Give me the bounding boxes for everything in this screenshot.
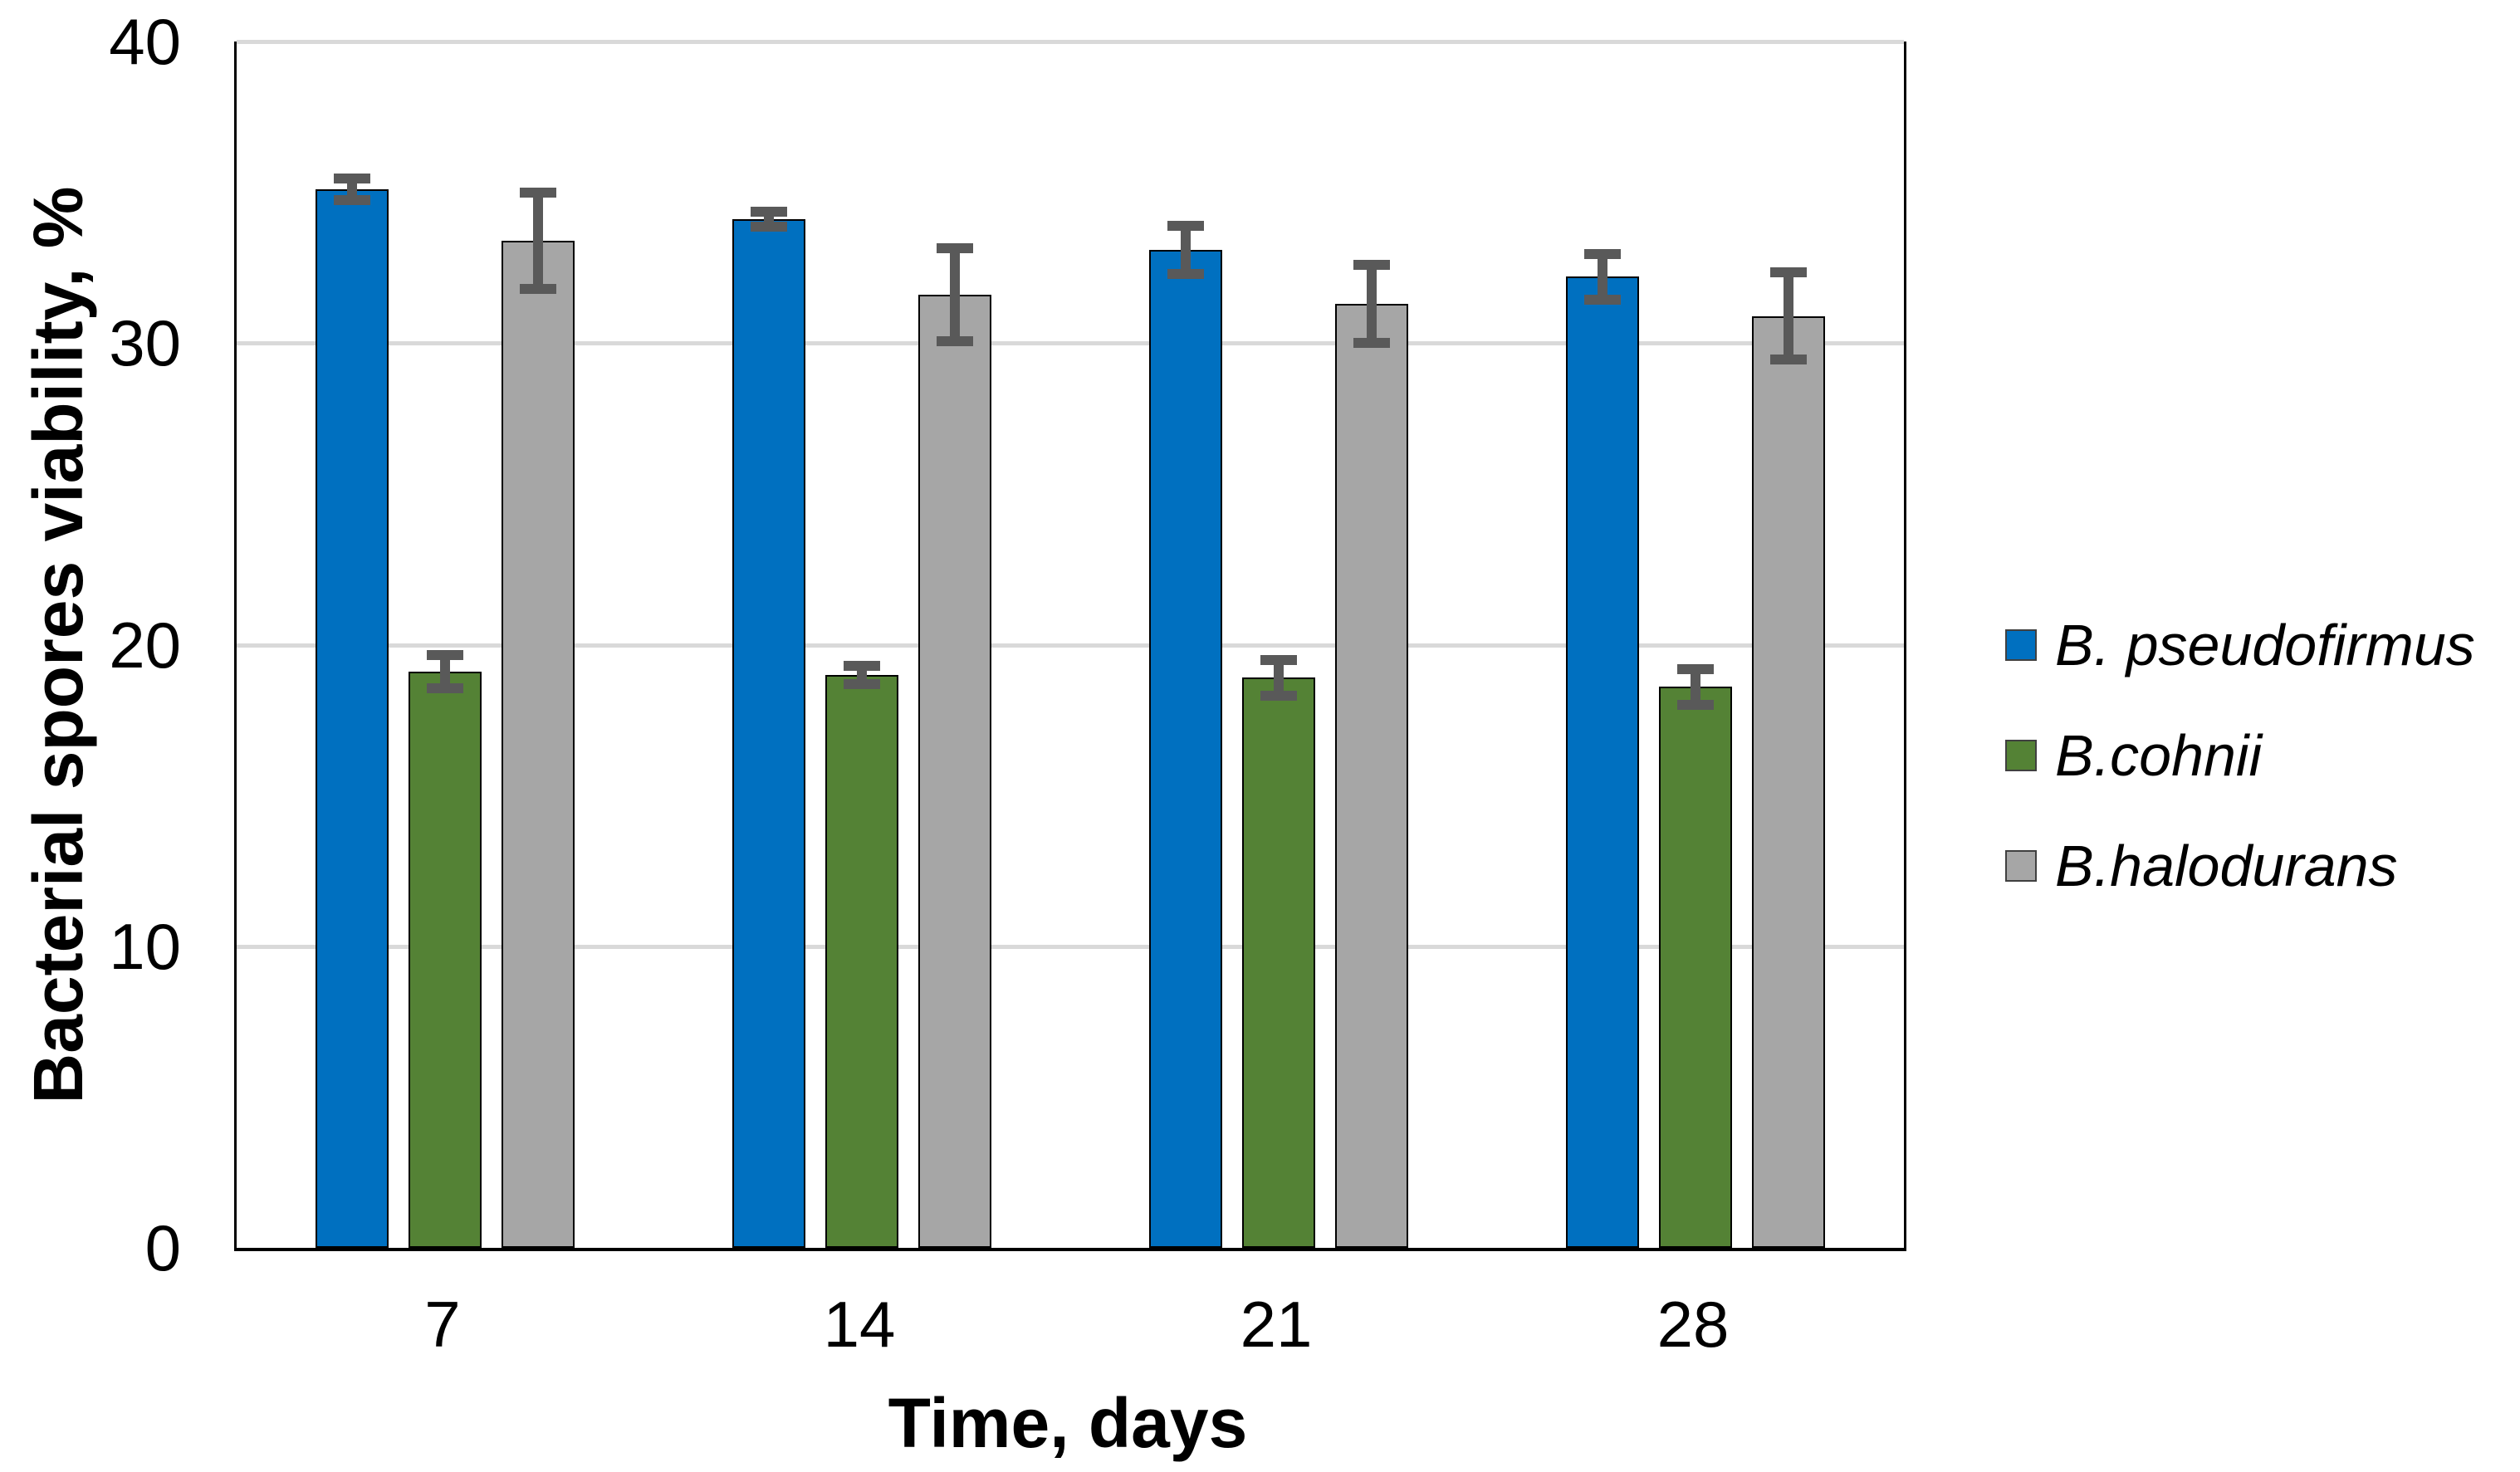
error-bar-b-cohnii-7	[427, 650, 463, 661]
bar-b-cohnii-14	[825, 674, 898, 1248]
bar-b-halodurans-21	[1335, 304, 1408, 1248]
error-bar-b-pseudofirmus-14	[751, 222, 787, 232]
error-bar-b-cohnii-14	[844, 678, 880, 689]
gridline-20	[237, 643, 1904, 648]
error-bar-b-pseudofirmus-7	[334, 174, 370, 184]
error-bar-b-cohnii-28	[1677, 663, 1714, 674]
error-bar-b-pseudofirmus-28	[1598, 254, 1607, 300]
bar-b-halodurans-28	[1752, 315, 1825, 1248]
error-bar-b-halodurans-14	[937, 336, 973, 347]
error-bar-b-cohnii-21	[1260, 654, 1297, 665]
x-axis-title: Time, days	[888, 1384, 1248, 1462]
legend-item-b-cohnii: B.cohnii	[2005, 710, 2262, 801]
error-bar-b-halodurans-7	[520, 283, 556, 294]
error-bar-b-halodurans-7	[520, 187, 556, 198]
error-bar-b-pseudofirmus-21	[1167, 268, 1204, 279]
error-bar-b-cohnii-7	[440, 655, 450, 689]
error-bar-b-cohnii-28	[1691, 668, 1700, 706]
bar-b-pseudofirmus-21	[1149, 249, 1222, 1248]
error-bar-b-pseudofirmus-28	[1584, 249, 1621, 260]
x-tick-7: 7	[424, 1288, 461, 1361]
legend-marker-b-cohnii	[2005, 740, 2037, 771]
gridline-30	[237, 341, 1904, 346]
bar-b-cohnii-7	[409, 672, 482, 1248]
error-bar-b-halodurans-21	[1353, 338, 1390, 349]
error-bar-b-cohnii-21	[1274, 659, 1284, 697]
bar-b-cohnii-28	[1659, 687, 1732, 1248]
error-bar-b-halodurans-14	[950, 247, 960, 342]
bar-b-cohnii-21	[1242, 677, 1315, 1248]
error-bar-b-cohnii-28	[1677, 700, 1714, 711]
bar-b-pseudofirmus-7	[316, 188, 389, 1248]
error-bar-b-pseudofirmus-7	[334, 194, 370, 205]
legend-item-b-halodurans: B.halodurans	[2005, 820, 2398, 912]
y-tick-10: 10	[109, 909, 181, 983]
x-tick-14: 14	[823, 1288, 896, 1361]
error-bar-b-halodurans-28	[1770, 355, 1807, 365]
gridline-10	[237, 944, 1904, 949]
legend-label-b-halodurans: B.halodurans	[2055, 834, 2398, 898]
y-tick-30: 30	[109, 306, 181, 380]
error-bar-b-halodurans-28	[1784, 271, 1793, 360]
error-bar-b-pseudofirmus-21	[1167, 220, 1204, 231]
bar-b-halodurans-7	[502, 240, 575, 1248]
error-bar-b-halodurans-14	[937, 242, 973, 253]
error-bar-b-cohnii-7	[427, 683, 463, 694]
error-bar-b-halodurans-28	[1770, 267, 1807, 277]
error-bar-b-pseudofirmus-14	[751, 207, 787, 218]
error-bar-b-pseudofirmus-28	[1584, 294, 1621, 305]
error-bar-b-cohnii-21	[1260, 691, 1297, 702]
legend-label-b-cohnii: B.cohnii	[2055, 723, 2263, 788]
y-tick-0: 0	[144, 1211, 181, 1284]
legend: B. pseudofirmus B.cohnii B.halodurans	[2005, 0, 2520, 1472]
legend-label-b-pseudofirmus: B. pseudofirmus	[2055, 613, 2475, 677]
error-bar-b-halodurans-21	[1353, 259, 1390, 270]
legend-marker-b-pseudofirmus	[2005, 629, 2037, 661]
error-bar-b-halodurans-21	[1367, 264, 1377, 344]
plot-area	[234, 40, 1906, 1251]
error-bar-b-pseudofirmus-7	[347, 178, 357, 200]
error-bar-b-halodurans-7	[533, 192, 543, 289]
error-bar-b-cohnii-14	[844, 660, 880, 671]
x-tick-28: 28	[1656, 1288, 1730, 1361]
legend-item-b-pseudofirmus: B. pseudofirmus	[2005, 599, 2475, 691]
error-bar-b-pseudofirmus-21	[1181, 225, 1191, 274]
gridline-40	[237, 40, 1904, 44]
y-tick-40: 40	[109, 5, 181, 78]
bar-b-pseudofirmus-28	[1566, 276, 1639, 1248]
x-tick-21: 21	[1240, 1288, 1313, 1361]
bar-b-halodurans-14	[918, 295, 991, 1248]
bar-b-pseudofirmus-14	[732, 219, 805, 1248]
y-tick-20: 20	[109, 608, 181, 682]
legend-marker-b-halodurans	[2005, 850, 2037, 882]
